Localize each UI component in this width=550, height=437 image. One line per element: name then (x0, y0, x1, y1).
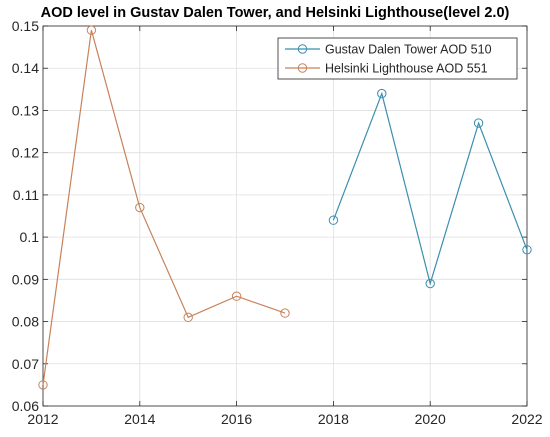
data-point (38, 380, 48, 390)
x-tick-label: 2014 (124, 411, 155, 427)
y-tick-label: 0.14 (12, 60, 39, 76)
data-point (425, 278, 435, 289)
y-tick-label: 0.11 (13, 187, 39, 203)
series-0 (328, 88, 532, 289)
plot-frame (42, 25, 528, 407)
axis-ticks: 2012 2014 2016 2018 2020 2022 0.06 0.07 0.08 0.09… (12, 18, 543, 427)
y-tick-label: 0.06 (12, 398, 39, 414)
data-point (135, 202, 145, 213)
series-1 (38, 25, 290, 390)
legend-item: Gustav Dalen Tower AOD 510 (285, 43, 492, 57)
y-tick-label: 0.1 (20, 229, 40, 245)
x-tick-label: 2022 (511, 411, 542, 427)
data-point (522, 245, 532, 255)
data-point (473, 118, 484, 128)
y-tick-label: 0.13 (12, 102, 39, 118)
x-tick-label: 2018 (318, 411, 349, 427)
legend-label: Gustav Dalen Tower AOD 510 (325, 43, 492, 57)
legend-marker (297, 44, 308, 54)
series-line (42, 30, 286, 385)
data-point (86, 25, 97, 35)
y-tick-label: 0.09 (12, 271, 39, 287)
data-point (280, 308, 290, 318)
data-point (183, 312, 193, 323)
series-layer (38, 25, 532, 390)
series-line (332, 91, 528, 286)
data-point (328, 215, 339, 225)
plot-area (43, 26, 527, 406)
y-tick-label: 0.07 (12, 356, 39, 372)
legend-item: Helsinki Lighthouse AOD 551 (285, 62, 488, 76)
x-tick-label: 2020 (415, 411, 446, 427)
legend-box (277, 37, 518, 80)
x-tick-label: 2016 (221, 411, 252, 427)
y-tick-label: 0.08 (12, 314, 39, 330)
legend: Gustav Dalen Tower AOD 510 Helsinki Light… (277, 37, 518, 80)
data-point (377, 88, 387, 99)
data-point (231, 291, 242, 301)
legend-label: Helsinki Lighthouse AOD 551 (325, 62, 488, 76)
y-tick-label: 0.15 (12, 18, 39, 34)
y-tick-label: 0.12 (12, 145, 39, 161)
chart-title: AOD level in Gustav Dalen Tower, and Hel… (41, 5, 510, 21)
x-tick-label: 2012 (27, 411, 58, 427)
legend-marker (297, 63, 308, 73)
